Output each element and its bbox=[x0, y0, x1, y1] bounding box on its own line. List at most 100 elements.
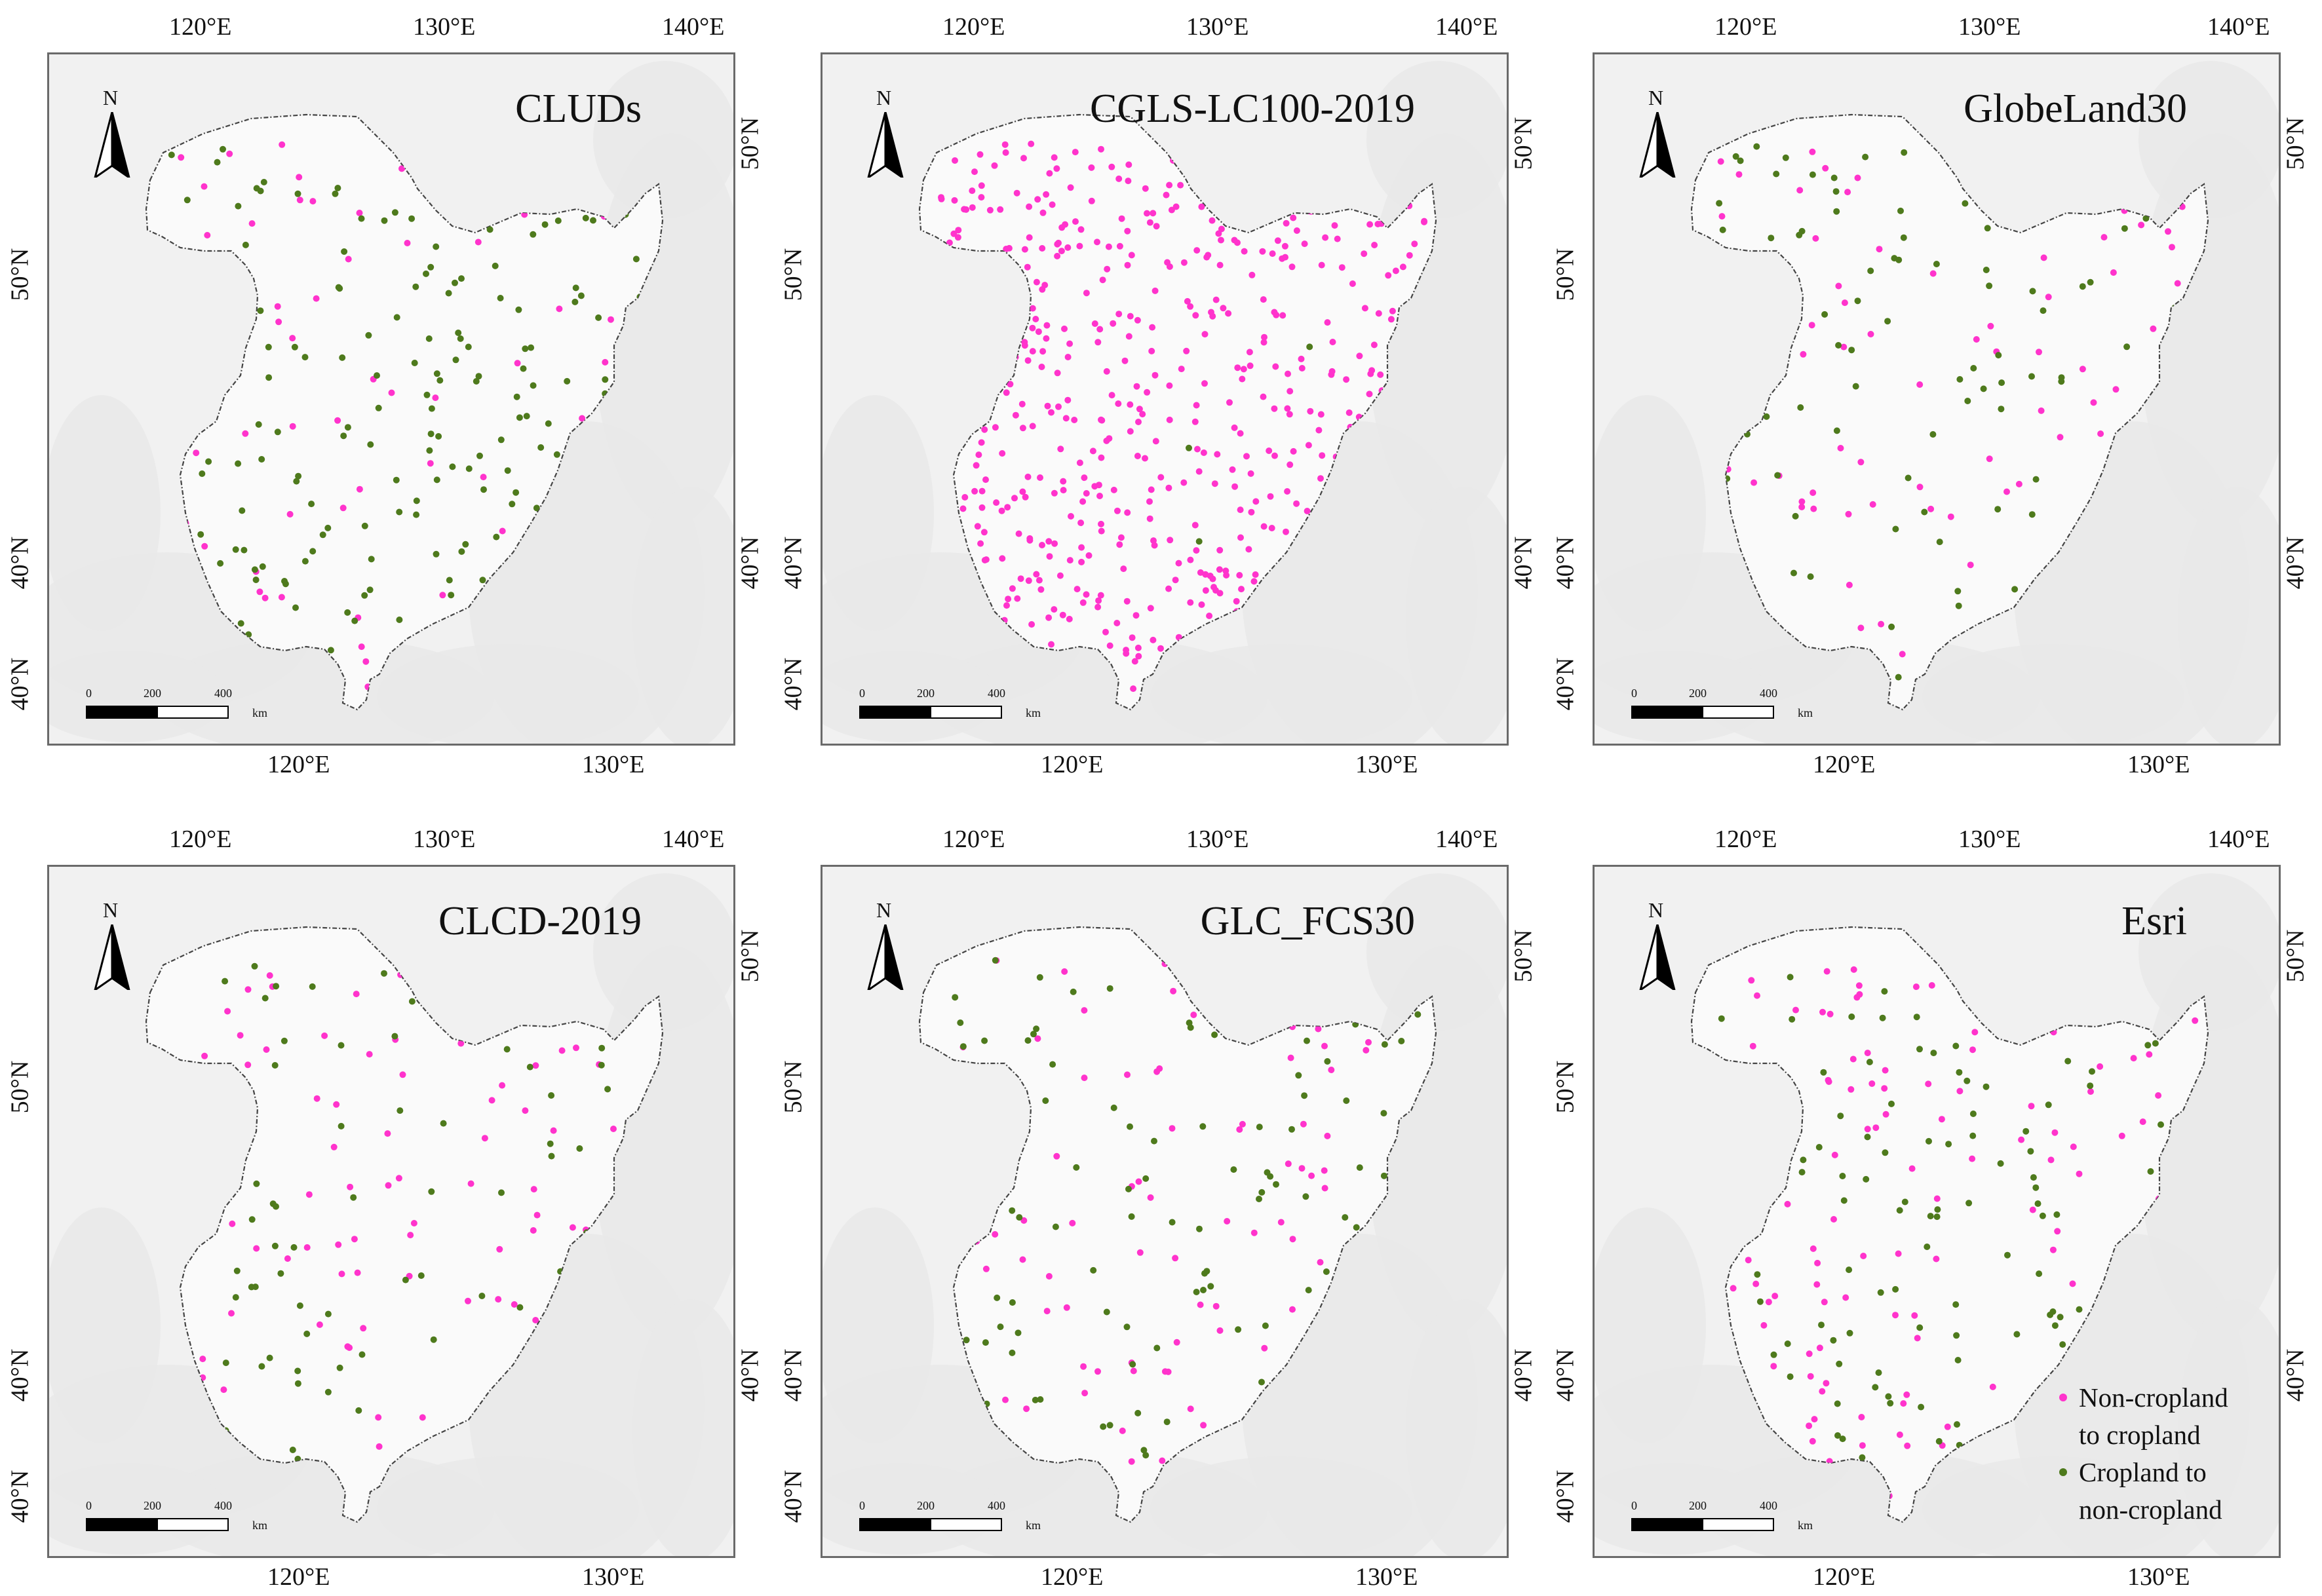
point-non-cropland-to-cropland bbox=[480, 474, 487, 481]
point-cropland-to-non-cropland bbox=[361, 592, 368, 599]
point-cropland-to-non-cropland bbox=[1193, 1289, 1200, 1295]
point-non-cropland-to-cropland bbox=[333, 1101, 340, 1108]
point-non-cropland-to-cropland bbox=[1161, 1368, 1169, 1375]
point-non-cropland-to-cropland bbox=[1819, 1008, 1826, 1016]
scale-bar-black bbox=[859, 1518, 931, 1531]
point-cropland-to-non-cropland bbox=[393, 476, 400, 484]
point-cropland-to-non-cropland bbox=[2028, 373, 2035, 380]
point-non-cropland-to-cropland bbox=[1947, 513, 1954, 520]
longitude-label-bottom: 130°E bbox=[2127, 1563, 2190, 1591]
point-non-cropland-to-cropland bbox=[1021, 339, 1028, 346]
point-non-cropland-to-cropland bbox=[1881, 1085, 1888, 1092]
point-cropland-to-non-cropland bbox=[1380, 1110, 1387, 1117]
longitude-label-bottom: 130°E bbox=[2127, 751, 2190, 778]
map-canvas bbox=[49, 867, 733, 1556]
scale-bar: 0 200 400 km bbox=[1631, 687, 1828, 727]
point-cropland-to-non-cropland bbox=[1302, 1193, 1309, 1200]
point-non-cropland-to-cropland bbox=[1237, 534, 1244, 541]
point-non-cropland-to-cropland bbox=[407, 1232, 414, 1239]
point-non-cropland-to-cropland bbox=[1173, 1339, 1180, 1346]
point-cropland-to-non-cropland bbox=[258, 1363, 265, 1370]
point-non-cropland-to-cropland bbox=[2079, 366, 2086, 373]
point-non-cropland-to-cropland bbox=[522, 1107, 529, 1114]
point-non-cropland-to-cropland bbox=[997, 206, 1004, 213]
terrain-shading bbox=[1595, 1463, 1771, 1555]
longitude-label-top: 120°E bbox=[942, 13, 1005, 41]
latitude-label-left: 40°N bbox=[1551, 1470, 1579, 1523]
point-cropland-to-non-cropland bbox=[339, 354, 346, 361]
point-non-cropland-to-cropland bbox=[1024, 263, 1031, 271]
point-cropland-to-non-cropland bbox=[217, 560, 224, 567]
latitude-label-left: 50°N bbox=[6, 1060, 34, 1114]
point-non-cropland-to-cropland bbox=[1752, 1280, 1760, 1287]
point-cropland-to-non-cropland bbox=[1024, 1037, 1032, 1044]
point-cropland-to-non-cropland bbox=[294, 1367, 301, 1375]
point-non-cropland-to-cropland bbox=[1178, 366, 1185, 373]
point-non-cropland-to-cropland bbox=[1216, 261, 1224, 269]
point-non-cropland-to-cropland bbox=[1124, 1071, 1131, 1078]
point-non-cropland-to-cropland bbox=[1225, 310, 1232, 317]
point-non-cropland-to-cropland bbox=[1148, 486, 1155, 493]
map-canvas bbox=[822, 54, 1507, 744]
scale-tick-label: 0 bbox=[86, 687, 92, 700]
scale-bar: 0 200 400 km bbox=[859, 1500, 1056, 1539]
point-cropland-to-non-cropland bbox=[1862, 153, 1869, 161]
point-cropland-to-non-cropland bbox=[1207, 1283, 1214, 1290]
point-cropland-to-non-cropland bbox=[273, 983, 280, 990]
point-non-cropland-to-cropland bbox=[1231, 483, 1239, 490]
point-non-cropland-to-cropland bbox=[1187, 556, 1194, 563]
point-cropland-to-non-cropland bbox=[344, 609, 351, 616]
point-non-cropland-to-cropland bbox=[1212, 1302, 1220, 1310]
point-non-cropland-to-cropland bbox=[1026, 203, 1033, 210]
point-non-cropland-to-cropland bbox=[1808, 322, 1815, 329]
point-non-cropland-to-cropland bbox=[481, 1135, 488, 1142]
point-cropland-to-non-cropland bbox=[1792, 512, 1799, 520]
point-cropland-to-non-cropland bbox=[294, 1380, 301, 1387]
point-non-cropland-to-cropland bbox=[1236, 572, 1243, 579]
point-non-cropland-to-cropland bbox=[1022, 493, 1029, 501]
point-non-cropland-to-cropland bbox=[1076, 242, 1083, 250]
point-cropland-to-non-cropland bbox=[1933, 261, 1940, 267]
scale-bar-black bbox=[86, 706, 158, 719]
point-non-cropland-to-cropland bbox=[284, 1255, 291, 1262]
point-non-cropland-to-cropland bbox=[1900, 1400, 1907, 1407]
point-cropland-to-non-cropland bbox=[1892, 1285, 1899, 1293]
point-cropland-to-non-cropland bbox=[1962, 200, 1969, 207]
point-non-cropland-to-cropland bbox=[1857, 459, 1865, 466]
point-non-cropland-to-cropland bbox=[1089, 447, 1096, 455]
scale-bar-black bbox=[86, 1518, 158, 1531]
point-non-cropland-to-cropland bbox=[1987, 322, 1994, 330]
latitude-label-left: 40°N bbox=[6, 1348, 34, 1402]
terrain-shading bbox=[49, 1207, 161, 1443]
point-cropland-to-non-cropland bbox=[309, 983, 316, 990]
point-cropland-to-non-cropland bbox=[1009, 1207, 1016, 1214]
point-non-cropland-to-cropland bbox=[1363, 1047, 1370, 1054]
point-non-cropland-to-cropland bbox=[1208, 309, 1214, 316]
point-non-cropland-to-cropland bbox=[556, 305, 563, 313]
point-non-cropland-to-cropland bbox=[398, 165, 405, 172]
point-non-cropland-to-cropland bbox=[199, 1356, 206, 1363]
point-cropland-to-non-cropland bbox=[2059, 1341, 2066, 1348]
point-non-cropland-to-cropland bbox=[1831, 1151, 1838, 1158]
point-cropland-to-non-cropland bbox=[571, 298, 579, 305]
point-non-cropland-to-cropland bbox=[1361, 305, 1368, 312]
point-non-cropland-to-cropland bbox=[1925, 1080, 1932, 1088]
point-cropland-to-non-cropland bbox=[1833, 208, 1840, 215]
scale-bar: 0 200 400 km bbox=[86, 1500, 282, 1539]
point-cropland-to-non-cropland bbox=[952, 994, 959, 1001]
point-cropland-to-non-cropland bbox=[332, 190, 339, 197]
point-cropland-to-non-cropland bbox=[2034, 1200, 2041, 1207]
point-non-cropland-to-cropland bbox=[533, 1211, 541, 1219]
latitude-label-left: 40°N bbox=[6, 536, 34, 590]
longitude-label-top: 130°E bbox=[413, 826, 476, 853]
point-cropland-to-non-cropland bbox=[959, 1043, 967, 1050]
longitude-label-top: 140°E bbox=[2207, 826, 2270, 853]
point-non-cropland-to-cropland bbox=[1066, 557, 1074, 564]
point-cropland-to-non-cropland bbox=[465, 343, 472, 351]
point-non-cropland-to-cropland bbox=[1131, 658, 1138, 665]
point-non-cropland-to-cropland bbox=[999, 555, 1006, 562]
point-cropland-to-non-cropland bbox=[1983, 267, 1990, 273]
terrain-shading bbox=[822, 395, 934, 631]
north-arrow: N bbox=[88, 87, 134, 185]
point-cropland-to-non-cropland bbox=[994, 1294, 1001, 1301]
